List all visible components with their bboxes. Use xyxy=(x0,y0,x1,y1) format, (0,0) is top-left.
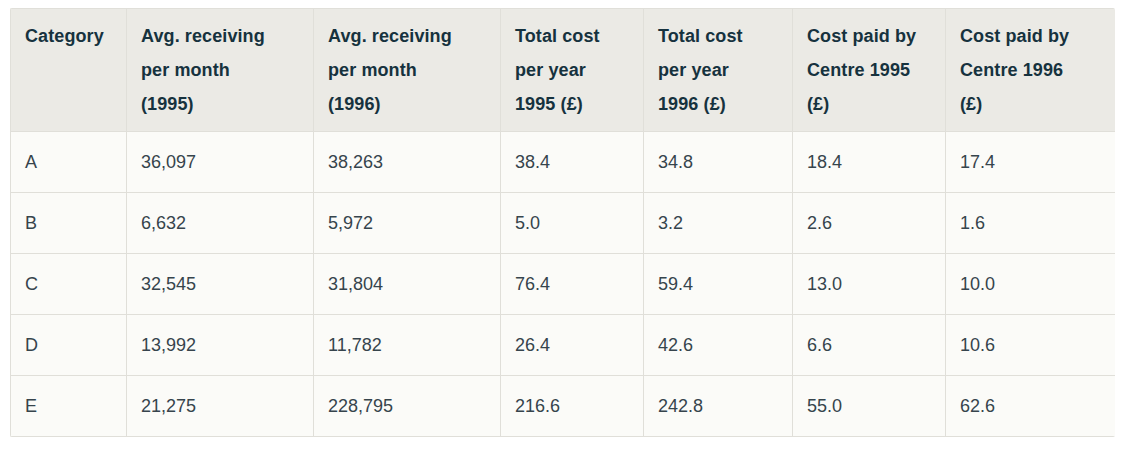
table-cell: 2.6 xyxy=(793,193,946,254)
table-cell: 38,263 xyxy=(314,132,501,193)
table-cell: 10.6 xyxy=(946,315,1116,376)
page: Category Avg. receiving per month (1995)… xyxy=(0,0,1125,453)
row-label: D xyxy=(11,315,127,376)
row-label: E xyxy=(11,376,127,437)
table-cell: 21,275 xyxy=(127,376,314,437)
table-row-b: B 6,632 5,972 5.0 3.2 2.6 1.6 xyxy=(11,193,1116,254)
table-cell: 42.6 xyxy=(644,315,793,376)
table-row-e: E 21,275 228,795 216.6 242.8 55.0 62.6 xyxy=(11,376,1116,437)
table-cell: 13,992 xyxy=(127,315,314,376)
table-cell: 3.2 xyxy=(644,193,793,254)
table-cell: 11,782 xyxy=(314,315,501,376)
table-cell: 32,545 xyxy=(127,254,314,315)
table-cell: 31,804 xyxy=(314,254,501,315)
table-container: Category Avg. receiving per month (1995)… xyxy=(10,8,1115,437)
row-label: B xyxy=(11,193,127,254)
table-cell: 5,972 xyxy=(314,193,501,254)
table-cell: 5.0 xyxy=(501,193,644,254)
table-cell: 6,632 xyxy=(127,193,314,254)
table-cell: 38.4 xyxy=(501,132,644,193)
table-cell: 59.4 xyxy=(644,254,793,315)
table-cell: 17.4 xyxy=(946,132,1116,193)
table-row-a: A 36,097 38,263 38.4 34.8 18.4 17.4 xyxy=(11,132,1116,193)
table-cell: 76.4 xyxy=(501,254,644,315)
table-cell: 62.6 xyxy=(946,376,1116,437)
table-cell: 34.8 xyxy=(644,132,793,193)
table-cell: 55.0 xyxy=(793,376,946,437)
table-cell: 216.6 xyxy=(501,376,644,437)
table-cell: 13.0 xyxy=(793,254,946,315)
column-header-total-cost-1996: Total cost per year 1996 (£) xyxy=(644,9,793,132)
table-cell: 228,795 xyxy=(314,376,501,437)
table-row-d: D 13,992 11,782 26.4 42.6 6.6 10.6 xyxy=(11,315,1116,376)
column-header-avg-receiving-1995: Avg. receiving per month (1995) xyxy=(127,9,314,132)
table-cell: 6.6 xyxy=(793,315,946,376)
column-header-total-cost-1995: Total cost per year 1995 (£) xyxy=(501,9,644,132)
column-header-cost-paid-centre-1995: Cost paid by Centre 1995 (£) xyxy=(793,9,946,132)
column-header-cost-paid-centre-1996: Cost paid by Centre 1996 (£) xyxy=(946,9,1116,132)
table-cell: 10.0 xyxy=(946,254,1116,315)
table-cell: 36,097 xyxy=(127,132,314,193)
table-cell: 1.6 xyxy=(946,193,1116,254)
table-row-c: C 32,545 31,804 76.4 59.4 13.0 10.0 xyxy=(11,254,1116,315)
column-header-category: Category xyxy=(11,9,127,132)
data-table: Category Avg. receiving per month (1995)… xyxy=(10,8,1115,437)
row-label: C xyxy=(11,254,127,315)
header-row: Category Avg. receiving per month (1995)… xyxy=(11,9,1116,132)
table-cell: 26.4 xyxy=(501,315,644,376)
table-cell: 242.8 xyxy=(644,376,793,437)
table-cell: 18.4 xyxy=(793,132,946,193)
row-label: A xyxy=(11,132,127,193)
column-header-avg-receiving-1996: Avg. receiving per month (1996) xyxy=(314,9,501,132)
